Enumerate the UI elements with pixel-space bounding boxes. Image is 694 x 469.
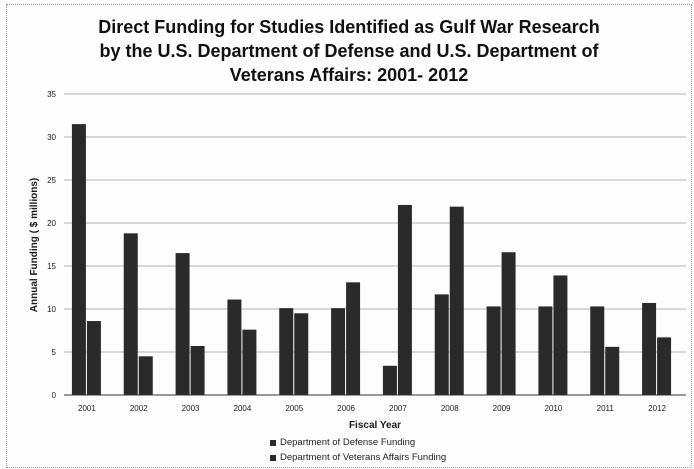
chart-title: Direct Funding for Studies Identified as… [7,15,691,87]
bar-va-2005 [294,313,309,395]
legend-swatch-dod [270,439,276,446]
x-tick-label-2008: 2008 [441,404,459,413]
x-tick-label-2005: 2005 [285,404,303,413]
bar-va-2006 [346,282,361,395]
bar-dod-2004 [227,299,242,395]
legend-swatch-va [270,454,276,461]
bar-dod-2010 [538,306,553,395]
bar-va-2001 [86,321,101,395]
y-tick-label-30: 30 [47,133,56,142]
bar-dod-2012 [642,302,657,395]
legend: Department of Defense Funding Department… [270,435,446,465]
bar-dod-2007 [382,365,397,395]
x-axis-ticks: 2001 2002 2003 2004 2005 2006 2007 2008 2009 2010… [78,404,667,413]
y-tick-label-25: 25 [47,176,56,185]
bar-dod-2009 [486,306,501,395]
x-tick-label-2001: 2001 [78,404,96,413]
y-axis-label: Annual Funding ( $ millions) [29,178,40,312]
x-tick-label-2007: 2007 [389,404,407,413]
x-axis-label: Fiscal Year [349,420,401,431]
bar-dod-2006 [331,308,346,395]
x-tick-label-2009: 2009 [493,404,511,413]
bar-dod-2008 [434,294,449,395]
chart-title-line-3: Veterans Affairs: 2001- 2012 [229,65,469,85]
y-tick-label-15: 15 [47,262,56,271]
x-tick-label-2002: 2002 [130,404,148,413]
bar-dod-2011 [590,306,605,395]
bar-dod-2002 [123,233,138,395]
legend-item-va: Department of Veterans Affairs Funding [270,450,446,465]
x-tick-label-2006: 2006 [337,404,355,413]
x-tick-label-2012: 2012 [648,404,666,413]
bar-va-2008 [449,206,464,395]
bar-va-2009 [501,252,516,395]
bar-va-2004 [242,329,257,395]
chart-title-line-2: by the U.S. Department of Defense and U.… [99,41,599,61]
x-tick-label-2010: 2010 [545,404,563,413]
bar-dod-2005 [279,308,294,395]
legend-label-va: Department of Veterans Affairs Funding [280,452,447,463]
bar-va-2012 [657,337,672,395]
x-tick-label-2003: 2003 [182,404,200,413]
y-tick-label-35: 35 [47,90,56,99]
legend-label-dod: Department of Defense Funding [280,437,416,448]
chart-title-line-1: Direct Funding for Studies Identified as… [98,17,600,37]
bar-va-2003 [190,345,205,395]
x-tick-label-2011: 2011 [597,404,615,413]
y-axis-ticks: 0 5 10 15 20 25 30 35 [47,90,56,400]
y-tick-label-5: 5 [52,348,57,357]
bar-dod-2003 [175,253,190,395]
x-tick-label-2004: 2004 [234,404,252,413]
bar-va-2002 [138,356,153,395]
bars [71,124,672,395]
gridlines [64,93,686,353]
bar-va-2007 [397,204,412,395]
bar-va-2011 [605,346,620,395]
legend-item-dod: Department of Defense Funding [270,435,446,450]
y-tick-label-20: 20 [47,219,56,228]
y-tick-label-10: 10 [47,305,56,314]
y-tick-label-0: 0 [52,391,57,400]
bar-dod-2001 [71,124,86,395]
bar-va-2010 [553,275,568,395]
